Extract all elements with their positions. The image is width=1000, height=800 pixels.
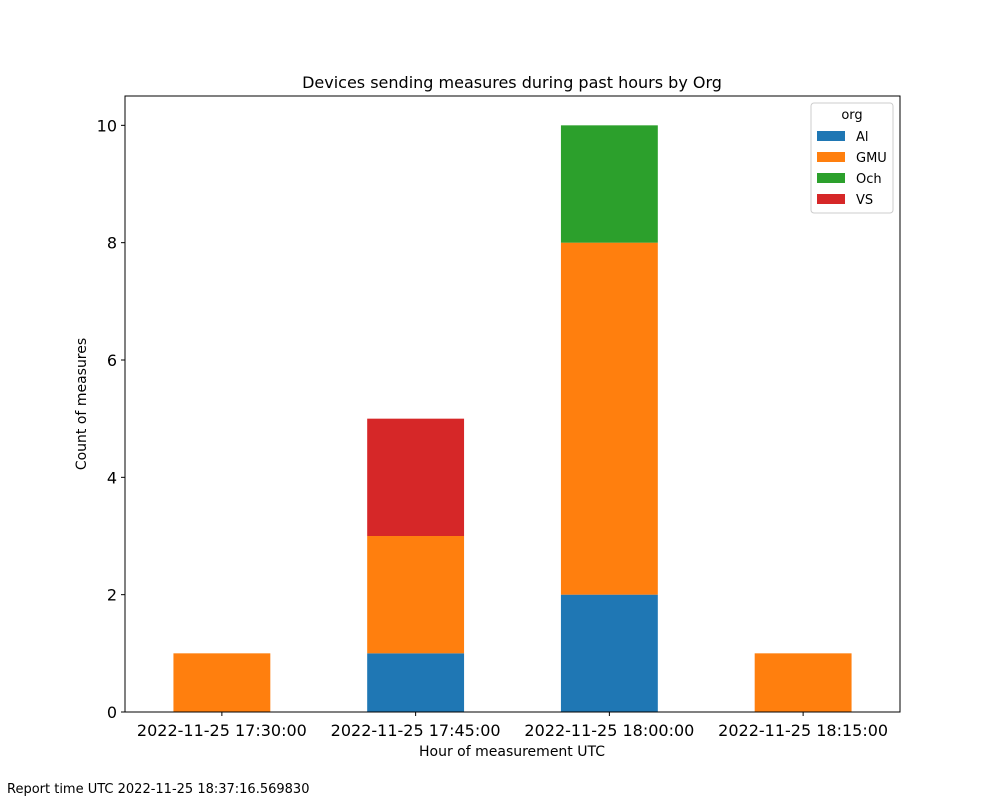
legend-swatch-och bbox=[817, 173, 845, 183]
bar-al-2 bbox=[560, 594, 658, 712]
bar-och-2 bbox=[560, 125, 658, 243]
x-tick-label: 2022-11-25 18:00:00 bbox=[524, 721, 694, 740]
bar-gmu-2 bbox=[560, 242, 658, 595]
legend-label-vs: VS bbox=[856, 193, 873, 208]
plot-frame bbox=[124, 95, 901, 713]
x-tick-label: 2022-11-25 17:30:00 bbox=[137, 721, 307, 740]
y-tick-label: 2 bbox=[107, 586, 117, 605]
legend-swatch-gmu bbox=[817, 152, 845, 162]
bar-gmu-1 bbox=[367, 536, 465, 654]
y-tick-label: 0 bbox=[107, 703, 117, 722]
bar-al-1 bbox=[367, 653, 465, 712]
y-tick-label: 8 bbox=[107, 234, 117, 253]
x-axis-label: Hour of measurement UTC bbox=[419, 744, 605, 760]
y-tick-label: 10 bbox=[97, 116, 117, 135]
legend-label-gmu: GMU bbox=[856, 151, 887, 166]
bar-vs-1 bbox=[367, 418, 465, 536]
legend-swatch-vs bbox=[817, 194, 845, 204]
legend-swatch-al bbox=[817, 131, 845, 141]
bar-gmu-0 bbox=[173, 653, 271, 712]
legend-box bbox=[810, 102, 894, 214]
x-tick-label: 2022-11-25 18:15:00 bbox=[718, 721, 888, 740]
chart-title: Devices sending measures during past hou… bbox=[302, 73, 722, 92]
y-axis-label: Count of measures bbox=[74, 338, 90, 470]
legend: org Al GMU Och VS bbox=[810, 102, 894, 214]
legend-label-al: Al bbox=[856, 130, 869, 145]
legend-label-och: Och bbox=[856, 172, 882, 187]
bar-gmu-3 bbox=[754, 653, 852, 712]
report-time: Report time UTC 2022-11-25 18:37:16.5698… bbox=[7, 782, 309, 797]
y-tick-label: 4 bbox=[107, 468, 117, 487]
x-tick-label: 2022-11-25 17:45:00 bbox=[331, 721, 501, 740]
legend-title: org bbox=[841, 108, 862, 123]
y-tick-label: 6 bbox=[107, 351, 117, 370]
